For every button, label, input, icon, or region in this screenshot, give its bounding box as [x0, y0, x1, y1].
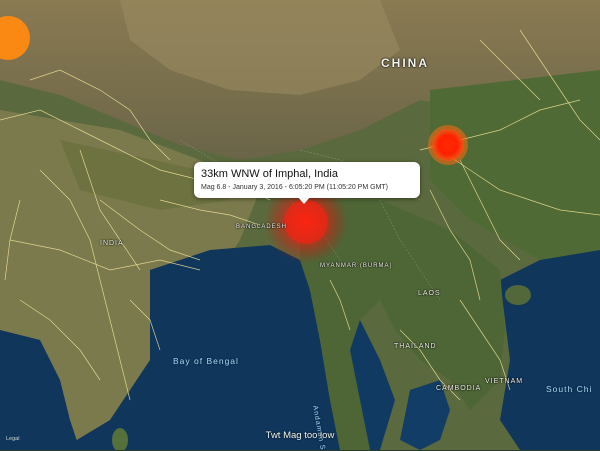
water-label-south-china-sea: South Chi — [546, 384, 593, 394]
legal-link[interactable]: Legal — [6, 436, 20, 442]
callout-title: 33km WNW of Imphal, India — [201, 168, 338, 180]
country-label-vietnam: VIETNAM — [485, 378, 524, 385]
country-label-thailand: THAILAND — [394, 343, 437, 350]
quake-marker-northwest — [0, 16, 30, 60]
country-label-bangladesh: BANGLADESH — [236, 224, 288, 230]
water-label-bay-of-bengal: Bay of Bengal — [173, 356, 239, 366]
country-label-laos: LAOS — [418, 290, 441, 297]
country-label-myanmar: MYANMAR (BURMA) — [320, 263, 393, 269]
earthquake-callout[interactable]: 33km WNW of Imphal, India Mag 6.8 - Janu… — [194, 162, 420, 204]
callout-pointer — [297, 196, 311, 204]
status-message: Twt Mag too low — [265, 430, 335, 441]
country-label-india: INDIA — [100, 240, 124, 247]
callout-subtitle: Mag 6.8 - January 3, 2016 - 6:05:20 PM (… — [201, 184, 389, 191]
country-label-cambodia: CAMBODIA — [436, 385, 482, 392]
country-label-china: CHINA — [381, 56, 429, 70]
